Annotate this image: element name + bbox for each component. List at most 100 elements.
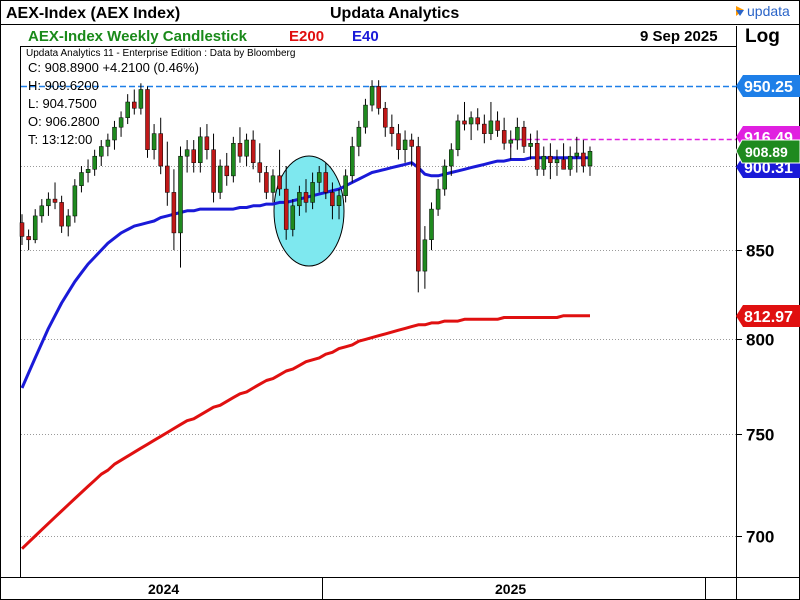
grid bbox=[21, 166, 736, 537]
candle-body bbox=[455, 120, 461, 150]
candle-body bbox=[277, 175, 282, 190]
candle-body bbox=[534, 143, 540, 170]
candle bbox=[416, 136, 421, 293]
candles bbox=[19, 80, 593, 293]
candle bbox=[574, 136, 580, 173]
candle bbox=[541, 146, 547, 176]
candle-body bbox=[310, 182, 315, 203]
candle bbox=[132, 89, 137, 115]
candle bbox=[501, 117, 507, 150]
candle-body bbox=[178, 155, 183, 234]
candle-body bbox=[468, 117, 474, 125]
candle bbox=[330, 182, 335, 220]
candle-body bbox=[422, 239, 428, 272]
candle-body bbox=[429, 208, 434, 240]
candle-body bbox=[184, 149, 190, 157]
candle-body bbox=[396, 133, 401, 150]
candle bbox=[468, 111, 474, 141]
candle bbox=[422, 226, 428, 289]
candle-body bbox=[495, 120, 500, 131]
candle-body bbox=[191, 149, 196, 163]
candle-body bbox=[198, 136, 203, 163]
candle-body bbox=[39, 205, 45, 217]
candle-body bbox=[442, 165, 447, 190]
candle-body bbox=[482, 123, 487, 134]
candle bbox=[534, 130, 540, 176]
candle-body bbox=[369, 86, 375, 106]
y-tick-label-800: 800 bbox=[746, 331, 774, 350]
candle-body bbox=[85, 169, 91, 173]
candle-body bbox=[435, 188, 441, 210]
y-axis-ticks: 700 750 800 850 bbox=[736, 242, 774, 547]
candle bbox=[99, 140, 104, 166]
candle-body bbox=[257, 162, 263, 173]
candle-body bbox=[475, 117, 480, 125]
candle-body bbox=[283, 188, 289, 230]
candle-body bbox=[402, 139, 408, 150]
candle bbox=[257, 143, 263, 183]
candle-body bbox=[99, 146, 104, 157]
candle bbox=[554, 149, 560, 176]
tag-950: 950.25 bbox=[736, 75, 800, 97]
candle-body bbox=[46, 198, 51, 207]
candle bbox=[561, 143, 566, 170]
candle-body bbox=[244, 139, 249, 157]
candle bbox=[217, 159, 223, 200]
candle-body bbox=[26, 236, 31, 241]
candle bbox=[528, 133, 533, 160]
candle-body bbox=[79, 172, 84, 186]
candle bbox=[85, 159, 91, 183]
candle-body bbox=[528, 143, 533, 147]
candle bbox=[59, 195, 64, 233]
candle-body bbox=[52, 198, 58, 203]
candle bbox=[270, 169, 276, 203]
candle-body bbox=[72, 185, 78, 217]
candle-body bbox=[231, 143, 236, 177]
candle bbox=[521, 120, 527, 153]
candle bbox=[191, 140, 196, 173]
tag-e200-bg bbox=[736, 305, 800, 327]
candle bbox=[184, 140, 190, 173]
candle bbox=[303, 179, 309, 213]
candle-body bbox=[363, 104, 368, 128]
candle-body bbox=[145, 89, 150, 150]
candle bbox=[455, 114, 461, 157]
candle bbox=[310, 172, 315, 210]
tag-950-bg bbox=[736, 75, 800, 97]
candle bbox=[26, 229, 31, 251]
candle bbox=[336, 189, 342, 220]
candle bbox=[409, 133, 414, 166]
candle-body bbox=[336, 195, 342, 206]
legend-e40: E40 bbox=[352, 28, 379, 45]
candle-body bbox=[501, 130, 507, 144]
candle-body bbox=[587, 151, 593, 167]
candle bbox=[383, 101, 388, 137]
candle bbox=[475, 108, 480, 131]
candle-body bbox=[303, 192, 309, 203]
candle bbox=[250, 130, 256, 170]
y-tick-label-700: 700 bbox=[746, 528, 774, 547]
candle bbox=[32, 209, 38, 244]
candle bbox=[515, 117, 520, 150]
candle-body bbox=[409, 139, 414, 147]
candle bbox=[211, 133, 216, 203]
tag-last: 908.89 bbox=[735, 139, 800, 164]
candle-body bbox=[138, 89, 144, 109]
candle bbox=[151, 124, 157, 160]
ohlc-low: L: 904.7500 bbox=[28, 96, 97, 111]
candle bbox=[158, 117, 163, 175]
candle bbox=[118, 111, 124, 137]
candle-body bbox=[383, 107, 388, 128]
candle-body bbox=[389, 126, 395, 134]
candle bbox=[105, 133, 111, 157]
candle bbox=[316, 165, 322, 193]
candle bbox=[462, 101, 467, 131]
candle-body bbox=[350, 146, 355, 177]
ohlc-high: H: 909.6200 bbox=[28, 78, 99, 93]
legend-e200: E200 bbox=[289, 28, 324, 45]
candle-body bbox=[211, 149, 216, 193]
candle bbox=[138, 83, 144, 115]
tag-950-text: 950.25 bbox=[744, 79, 793, 96]
